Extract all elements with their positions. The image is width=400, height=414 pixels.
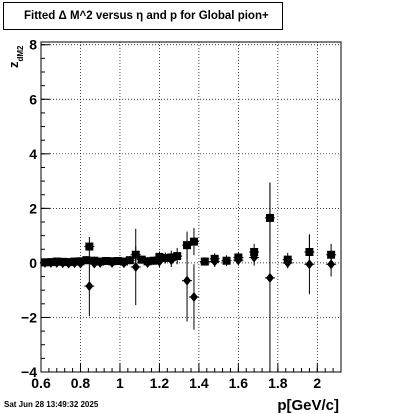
y-tick-label: 4 [29, 146, 37, 162]
diamond-marker [183, 275, 192, 286]
y-tick-label: 0 [29, 255, 37, 271]
x-tick-label: 1.2 [150, 375, 170, 391]
chart-title: Fitted Δ M^2 versus η and p for Global p… [24, 10, 269, 22]
grid-lines [40, 42, 341, 373]
data-point-diamond [182, 239, 193, 322]
y-axis-label-sub: dM2 [16, 45, 25, 62]
y-axis-label-main: z [6, 61, 21, 68]
data-point-diamond [130, 228, 141, 306]
data-point-diamond [264, 182, 275, 372]
chart-title-box: Fitted Δ M^2 versus η and p for Global p… [3, 2, 283, 30]
square-marker [161, 254, 170, 262]
x-tick-label: 1.8 [268, 375, 288, 391]
diamond-marker [250, 252, 259, 263]
x-tick-label: 1.6 [229, 375, 249, 391]
y-tick-label: 6 [29, 91, 37, 107]
x-tick-label: 1 [116, 375, 124, 391]
diamond-marker [85, 281, 94, 292]
diamond-marker [119, 258, 128, 269]
diamond-marker [70, 258, 79, 269]
data-point-diamond [326, 252, 337, 277]
diamond-marker [90, 258, 99, 269]
x-tick-label: 1.4 [189, 375, 209, 391]
y-tick-label: 2 [29, 200, 37, 216]
timestamp: Sat Jun 28 13:49:32 2025 [4, 400, 99, 409]
diamond-marker [167, 255, 176, 266]
data-point-diamond [75, 258, 86, 269]
data-point-diamond [209, 256, 220, 267]
data-point-diamond [107, 257, 118, 268]
y-tick-label: −2 [21, 309, 37, 325]
diamond-marker [305, 259, 314, 270]
diamond-marker [96, 257, 105, 268]
data-point-diamond [118, 258, 129, 269]
square-marker [113, 257, 122, 265]
square-marker [173, 252, 182, 261]
diamond-marker [46, 257, 55, 268]
diamond-marker [52, 257, 61, 268]
x-tick-label: 2 [313, 375, 321, 391]
data-point-square [172, 247, 183, 265]
data-points [39, 182, 337, 372]
square-marker [85, 242, 94, 251]
data-point-diamond [84, 256, 95, 317]
diamond-marker [40, 257, 49, 268]
square-marker [82, 256, 91, 265]
square-marker [102, 257, 111, 265]
diamond-marker [143, 257, 152, 268]
data-point-square [199, 257, 210, 266]
y-tick-label: 8 [29, 37, 37, 53]
data-point-diamond [249, 249, 260, 266]
square-marker [189, 237, 198, 246]
diamond-marker [265, 272, 274, 283]
diamond-marker [58, 258, 67, 269]
square-marker [125, 256, 134, 265]
data-point-square [84, 237, 95, 257]
square-marker [149, 256, 158, 265]
data-point-diamond [282, 257, 293, 269]
data-point-diamond [142, 257, 153, 268]
diamond-marker [210, 256, 219, 267]
diamond-marker [64, 258, 73, 269]
data-point-diamond [166, 253, 177, 267]
diamond-marker [76, 258, 85, 269]
axis-ticks: 0.6 0.8 1 1.2 1.4 1.6 1.8 2 −4 −2 0 2 4 6 8 [21, 37, 342, 391]
data-point-diamond [188, 264, 199, 330]
data-point-diamond [95, 257, 106, 268]
diamond-marker [283, 257, 292, 268]
square-marker [222, 256, 231, 265]
diamond-marker [108, 257, 117, 268]
data-point-square [221, 255, 232, 267]
diamond-marker [234, 255, 243, 266]
plot-frame [40, 41, 342, 373]
data-point-square [188, 228, 199, 256]
data-point-square [124, 256, 135, 265]
x-axis-label: p[GeV/c] [277, 397, 339, 414]
square-marker [137, 255, 146, 264]
diamond-marker [155, 256, 164, 267]
data-point-diamond [154, 256, 165, 267]
diamond-marker [189, 292, 198, 302]
x-tick-label: 0.8 [71, 375, 91, 391]
diamond-marker [131, 262, 140, 272]
y-axis-label: zdM2 [6, 45, 25, 68]
x-tick-label: 0.6 [31, 375, 51, 391]
y-tick-label: −4 [21, 364, 37, 380]
square-marker [200, 257, 209, 266]
data-point-diamond [304, 234, 315, 295]
diamond-marker [327, 259, 336, 270]
data-point-diamond [233, 254, 244, 266]
